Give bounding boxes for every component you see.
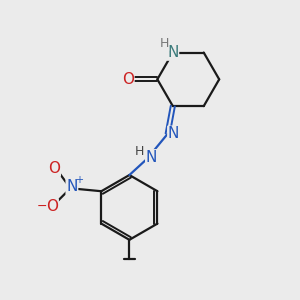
Text: O: O bbox=[46, 199, 58, 214]
Text: −: − bbox=[36, 200, 47, 213]
Text: O: O bbox=[48, 161, 60, 176]
Text: N: N bbox=[66, 179, 78, 194]
Text: N: N bbox=[146, 150, 157, 165]
Text: O: O bbox=[122, 72, 134, 87]
Text: H: H bbox=[159, 37, 169, 50]
Text: +: + bbox=[75, 175, 83, 185]
Text: H: H bbox=[135, 145, 144, 158]
Text: N: N bbox=[167, 45, 178, 60]
Text: N: N bbox=[168, 126, 179, 141]
